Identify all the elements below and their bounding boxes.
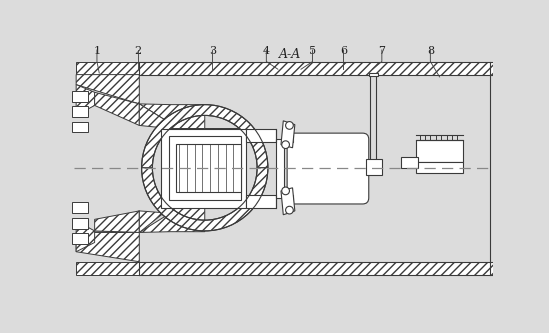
Polygon shape — [139, 104, 205, 129]
Polygon shape — [245, 195, 276, 208]
Polygon shape — [205, 129, 245, 146]
Bar — [417, 162, 463, 173]
Polygon shape — [169, 136, 241, 200]
Circle shape — [282, 187, 289, 195]
Bar — [401, 157, 418, 168]
Bar — [71, 91, 88, 102]
Polygon shape — [139, 208, 205, 232]
Polygon shape — [76, 221, 94, 252]
Bar — [71, 202, 88, 213]
Bar — [71, 122, 88, 132]
Text: 1: 1 — [93, 46, 100, 56]
Polygon shape — [76, 85, 94, 116]
Polygon shape — [139, 62, 493, 75]
Polygon shape — [205, 192, 245, 208]
Bar — [417, 140, 463, 162]
Polygon shape — [139, 262, 493, 275]
FancyBboxPatch shape — [287, 133, 369, 204]
Polygon shape — [76, 75, 139, 104]
Polygon shape — [76, 232, 139, 262]
Polygon shape — [284, 135, 293, 143]
Text: 4: 4 — [263, 46, 270, 56]
Bar — [71, 218, 88, 229]
Bar — [71, 233, 88, 244]
Circle shape — [285, 206, 293, 214]
Circle shape — [282, 141, 289, 149]
Wedge shape — [142, 105, 268, 168]
Text: 7: 7 — [378, 46, 385, 56]
Bar — [369, 73, 378, 76]
Polygon shape — [139, 104, 170, 129]
Polygon shape — [76, 62, 139, 75]
Text: A-A: A-A — [279, 48, 301, 61]
Text: 2: 2 — [134, 46, 141, 56]
Polygon shape — [281, 188, 295, 215]
Polygon shape — [94, 92, 139, 126]
Polygon shape — [281, 121, 295, 148]
Polygon shape — [139, 208, 170, 232]
Text: 3: 3 — [209, 46, 216, 56]
Polygon shape — [176, 144, 241, 192]
Bar — [71, 106, 88, 117]
Polygon shape — [94, 211, 139, 232]
Circle shape — [285, 122, 293, 129]
Polygon shape — [284, 195, 293, 202]
Text: 5: 5 — [309, 46, 316, 56]
Text: 6: 6 — [340, 46, 347, 56]
Polygon shape — [245, 129, 276, 143]
Polygon shape — [76, 262, 139, 275]
Bar — [366, 159, 382, 175]
Polygon shape — [276, 139, 284, 198]
Wedge shape — [142, 168, 268, 231]
Polygon shape — [161, 129, 245, 208]
Polygon shape — [94, 211, 139, 232]
Text: 8: 8 — [427, 46, 434, 56]
